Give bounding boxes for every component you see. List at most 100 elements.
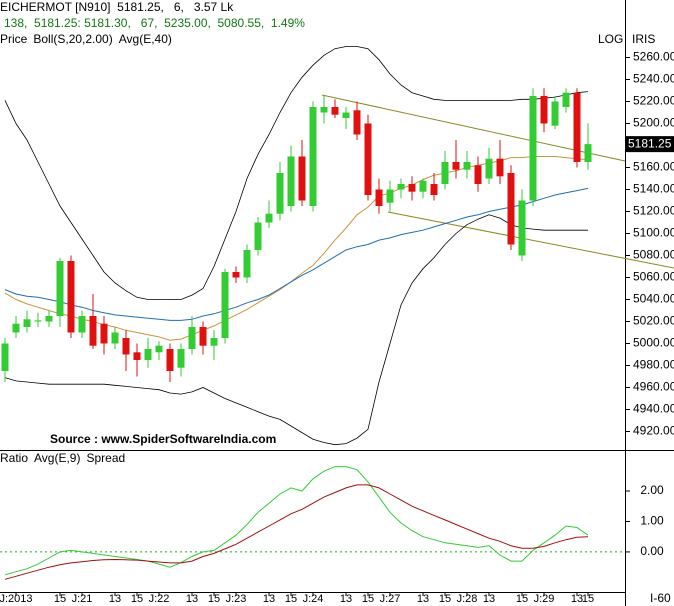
candle-body xyxy=(232,272,240,278)
x-tick-label: 15 xyxy=(131,593,143,605)
candle-body xyxy=(100,323,108,344)
candle-body xyxy=(12,323,20,333)
boll-upper xyxy=(4,46,589,300)
x-tick-label: 13 xyxy=(263,593,275,605)
x-tick-label: 15 xyxy=(582,593,594,605)
candle-body xyxy=(364,123,372,195)
candle-body xyxy=(463,162,471,170)
candle-body xyxy=(562,92,570,107)
candle-body xyxy=(56,261,64,316)
y-tick-label: 5040.00 xyxy=(633,292,674,306)
candle-body xyxy=(551,101,559,126)
candle-body xyxy=(496,158,504,177)
x-tick-label: 15 xyxy=(362,593,374,605)
candle-body xyxy=(430,184,438,195)
scale-label[interactable]: LOG xyxy=(598,32,623,46)
candle-body xyxy=(375,189,383,206)
x-tick-label: J:24 xyxy=(303,593,324,605)
y-tick-label: 5140.00 xyxy=(633,182,674,196)
spread-label: Spread xyxy=(86,451,125,465)
candle-body xyxy=(177,349,185,368)
candle-body xyxy=(89,316,97,346)
x-tick-label: J:21 xyxy=(72,593,93,605)
x-tick-label: J:2013 xyxy=(0,593,33,605)
indicator-line xyxy=(4,484,589,580)
x-tick-label: 13 xyxy=(109,593,121,605)
candle-body xyxy=(320,107,328,113)
interval-label: I-60 xyxy=(650,591,671,605)
header-line1: EICHERMOT [N910] 5181.25, 6, 3.57 Lk xyxy=(0,0,234,14)
last-price-box xyxy=(626,136,674,153)
y-tick-label: 0.00 xyxy=(640,544,664,558)
candle-body xyxy=(144,349,152,360)
candle-body xyxy=(342,112,350,118)
indicator-line xyxy=(4,466,589,576)
x-tick-label: J:29 xyxy=(534,593,555,605)
candle-body xyxy=(518,200,526,256)
y-tick-label: 5120.00 xyxy=(633,204,674,218)
y-tick-label: 5160.00 xyxy=(633,160,674,174)
y-tick-label: 5000.00 xyxy=(633,336,674,350)
candle-body xyxy=(441,162,449,184)
y-tick-label: 2.00 xyxy=(640,483,664,497)
candle-body xyxy=(45,316,53,322)
y-tick-label: 4940.00 xyxy=(633,402,674,416)
candle-body xyxy=(78,316,86,333)
candle-body xyxy=(397,184,405,190)
y-tick-label: 5240.00 xyxy=(633,72,674,86)
candle-body xyxy=(133,352,141,360)
candle-body xyxy=(210,338,218,346)
plot: 4920.00 4940.00 4960.00 4980.00 5000.00 5020.… xyxy=(0,32,674,605)
y-tick-label: 5020.00 xyxy=(633,314,674,328)
candle-body xyxy=(331,107,339,115)
y-tick-label: 5080.00 xyxy=(633,248,674,262)
candle-body xyxy=(419,180,427,192)
last-price-label: 5181.25 xyxy=(628,136,672,150)
price-label: Price xyxy=(0,32,28,46)
candle-body xyxy=(485,158,493,179)
x-tick-label: 15 xyxy=(285,593,297,605)
candle-body xyxy=(298,156,306,201)
candle-body xyxy=(111,332,119,344)
candle-body xyxy=(276,173,284,214)
y-tick-label: 1.00 xyxy=(640,514,664,528)
candle-body xyxy=(408,184,416,192)
x-tick-label: 13 xyxy=(571,593,583,605)
candle-body xyxy=(474,165,482,184)
x-tick-label: J:27 xyxy=(380,593,401,605)
x-tick-label: 15 xyxy=(208,593,220,605)
candle-body xyxy=(221,272,229,338)
candle-body xyxy=(573,92,581,162)
y-tick-label: 5260.00 xyxy=(633,50,674,64)
average-line xyxy=(4,187,589,321)
x-tick-label: J:23 xyxy=(226,593,247,605)
boll-lower xyxy=(4,214,588,446)
y-tick-label: 4920.00 xyxy=(633,424,674,438)
y-tick-label: 4960.00 xyxy=(633,380,674,394)
candle-body xyxy=(243,250,251,278)
x-tick-label: J:22 xyxy=(149,593,170,605)
candle-body xyxy=(452,162,460,170)
candle-body xyxy=(122,338,130,355)
candle-body xyxy=(23,319,31,327)
y-tick-label: 5200.00 xyxy=(633,116,674,130)
candle-body xyxy=(309,107,317,206)
x-tick-label: 13 xyxy=(340,593,352,605)
candle-body xyxy=(155,345,163,353)
candle-body xyxy=(166,349,174,371)
y-tick-label: 5220.00 xyxy=(633,94,674,108)
candle-body xyxy=(287,156,295,206)
legend-entry: Avg(E,40) xyxy=(119,32,172,46)
x-tick-label: 13 xyxy=(417,593,429,605)
y-tick-label: 5060.00 xyxy=(633,270,674,284)
candle-body xyxy=(265,213,273,223)
candle-body xyxy=(353,110,361,135)
x-tick-label: 15 xyxy=(439,593,451,605)
candle-body xyxy=(34,320,42,322)
legend-entry: Avg(E,9) xyxy=(34,451,80,465)
y-tick-label: 4980.00 xyxy=(633,358,674,372)
candle-body xyxy=(540,96,548,124)
x-tick-label: 15 xyxy=(54,593,66,605)
candle-body xyxy=(254,222,262,250)
